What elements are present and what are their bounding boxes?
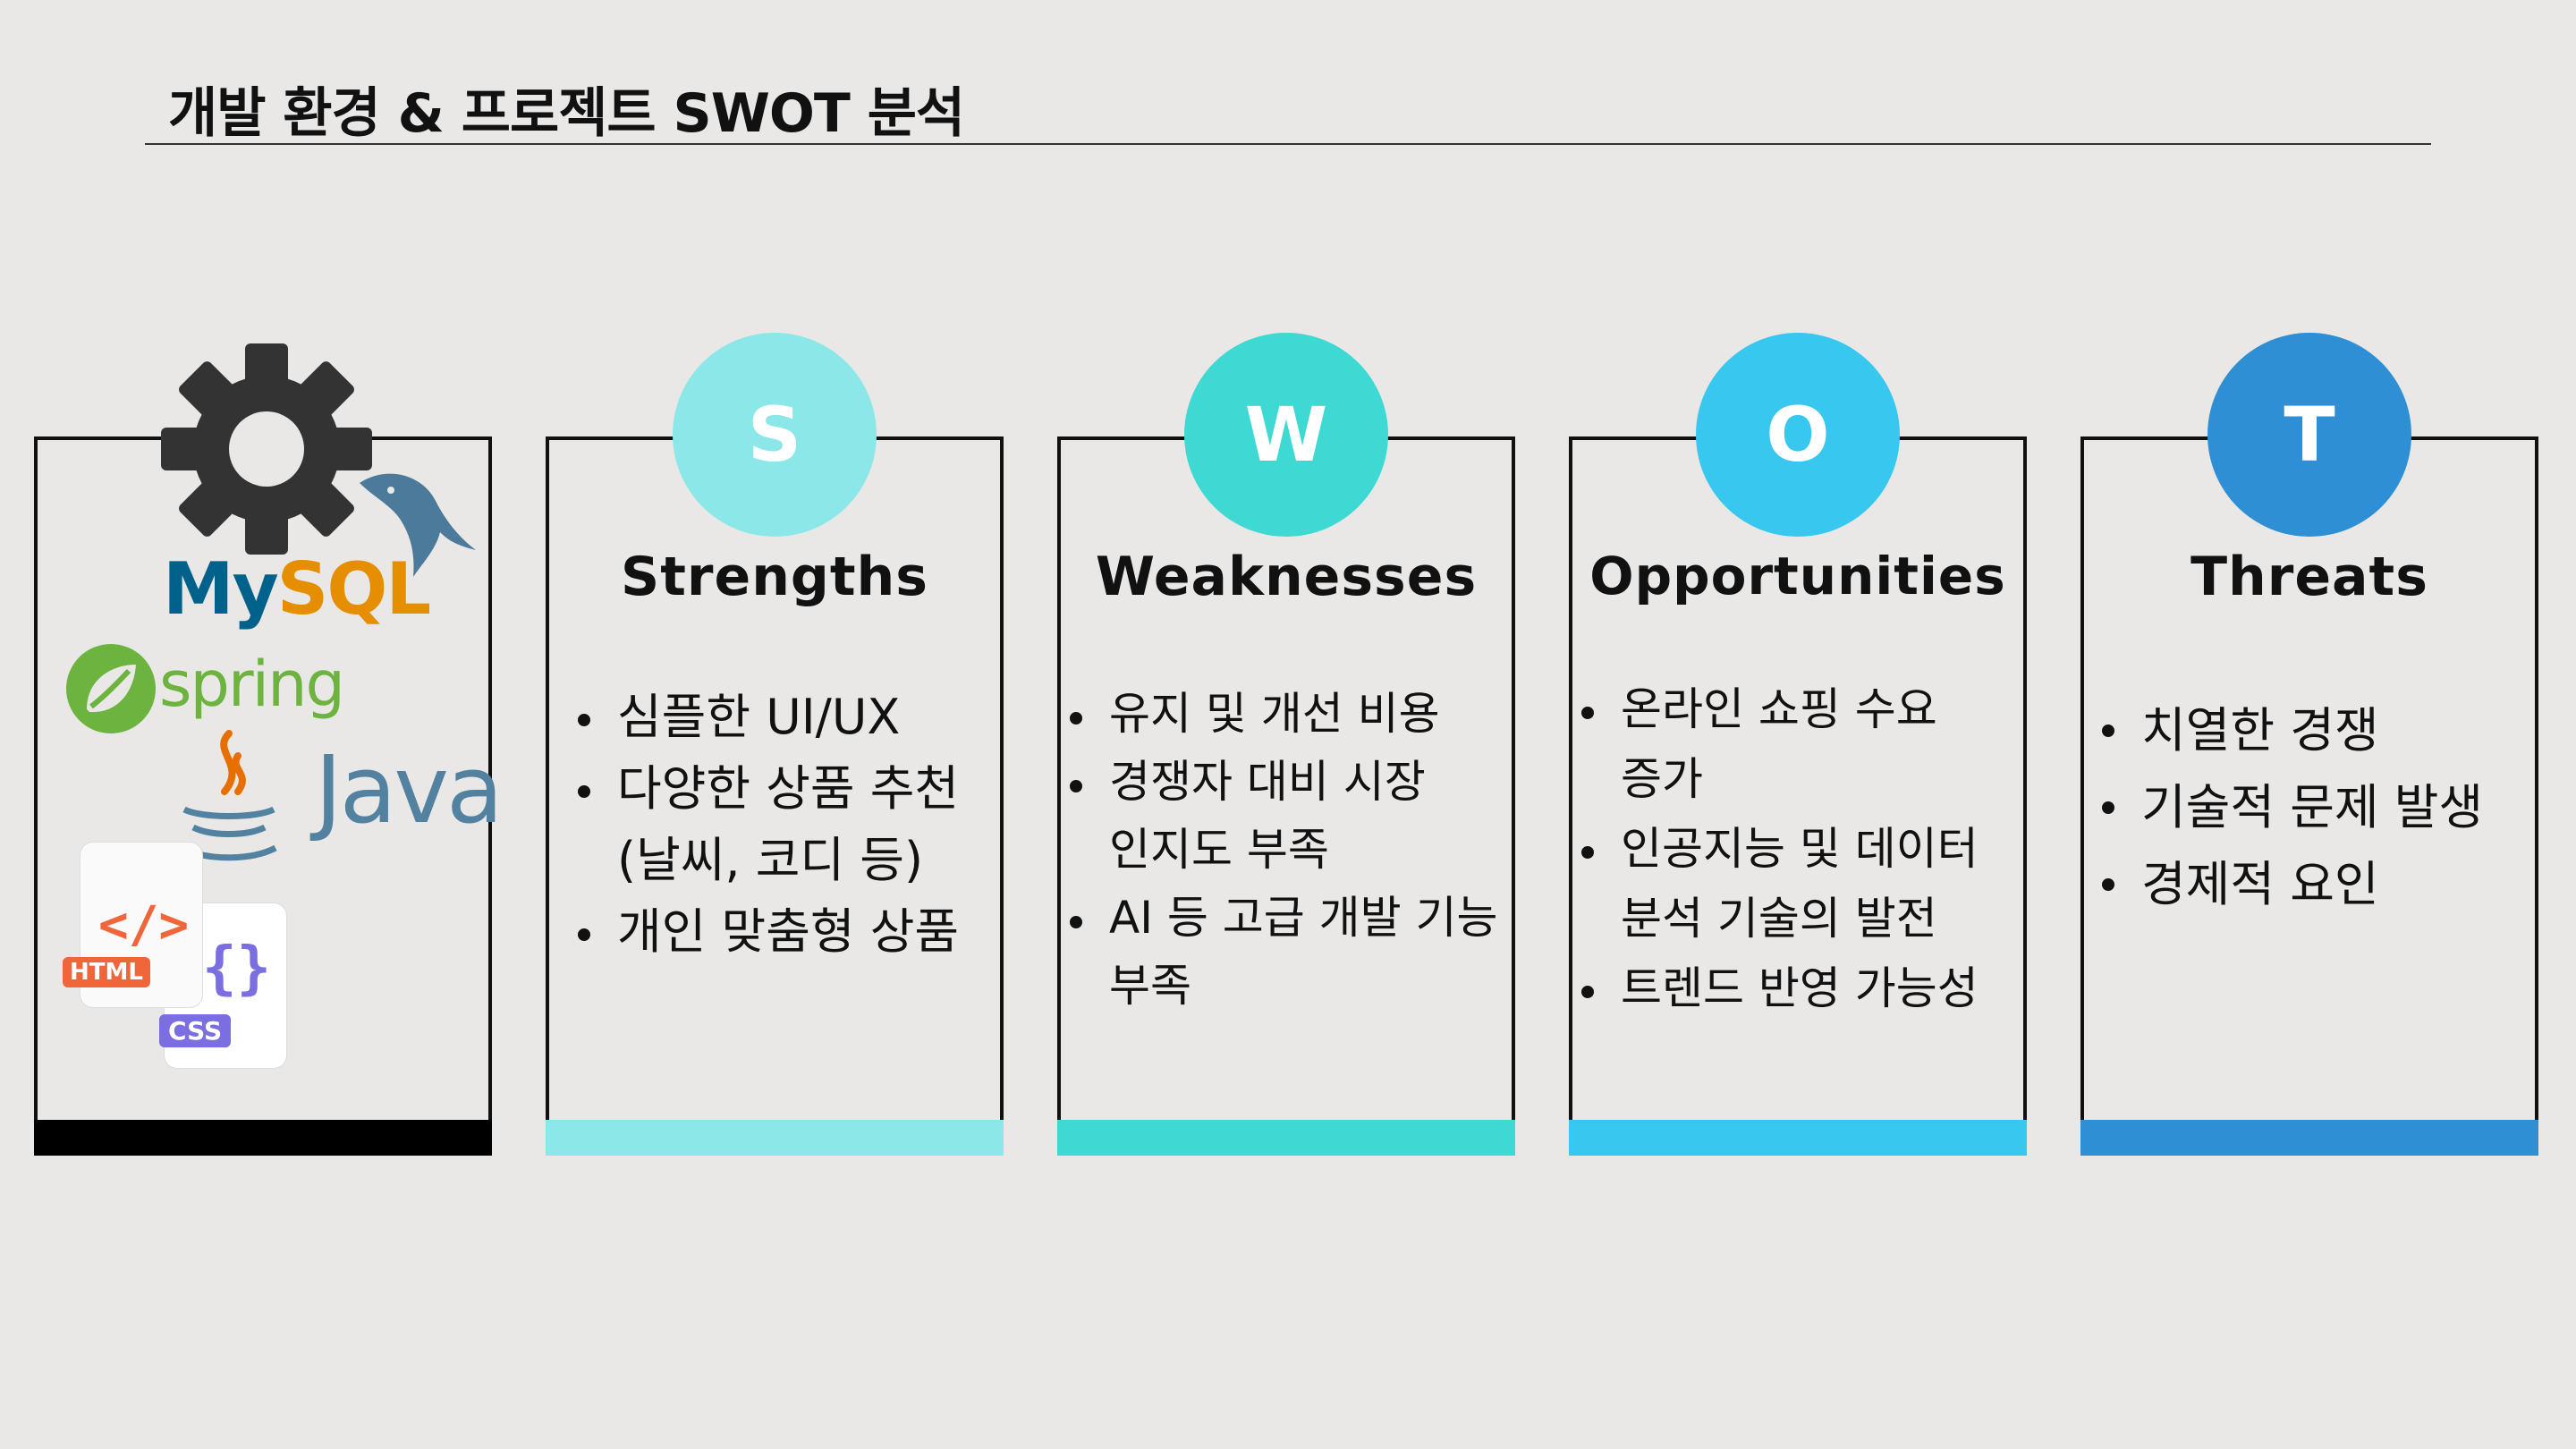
- css-file-icon: {} CSS: [159, 903, 286, 1068]
- list-item: 온라인 쇼핑 수요 증가: [1578, 674, 2025, 814]
- weaknesses-heading: Weaknesses: [1095, 546, 1478, 608]
- threats-list: 치열한 경쟁 기술적 문제 발생 경제적 요인: [2098, 692, 2546, 923]
- weaknesses-letter-circle: W: [1184, 333, 1388, 537]
- java-logo-text: Java: [315, 735, 504, 844]
- opportunities-letter-circle: O: [1696, 333, 1900, 537]
- threats-letter-circle: T: [2207, 333, 2411, 537]
- list-item: 경제적 요인: [2098, 846, 2546, 923]
- page-title: 개발 환경 & 프로젝트 SWOT 분석: [168, 82, 965, 145]
- spring-logo-text: spring: [159, 648, 345, 721]
- list-item: AI 등 고급 개발 기능 부족: [1066, 884, 1513, 1020]
- title-divider: [145, 143, 2431, 145]
- mysql-logo-text: MySQL: [163, 547, 431, 631]
- css-badge: CSS: [159, 1014, 232, 1047]
- threats-heading: Threats: [2190, 546, 2428, 608]
- list-item: 치열한 경쟁: [2098, 692, 2546, 769]
- spring-leaf-icon: [66, 644, 156, 733]
- list-item: 경쟁자 대비 시장 인지도 부족: [1066, 748, 1513, 884]
- opportunities-heading: Opportunities: [1589, 546, 2006, 606]
- weaknesses-list: 유지 및 개선 비용 경쟁자 대비 시장 인지도 부족 AI 등 고급 개발 기…: [1066, 680, 1513, 1020]
- css-braces-icon: {}: [202, 936, 272, 1002]
- list-item: 트렌드 반영 가능성: [1578, 953, 2025, 1023]
- list-item: 인공지능 및 데이터 분석 기술의 발전: [1578, 814, 2025, 953]
- strengths-letter-circle: S: [673, 333, 877, 537]
- tech-card-bar: [34, 1120, 492, 1156]
- html-file-icon: </> HTML: [63, 843, 202, 1007]
- mysql-dolphin-icon: [360, 473, 476, 577]
- threats-bar: [2080, 1120, 2538, 1156]
- strengths-bar: [546, 1120, 1004, 1156]
- html-code-icon: </>: [98, 896, 190, 954]
- strengths-heading: Strengths: [621, 546, 928, 608]
- list-item: 유지 및 개선 비용: [1066, 680, 1513, 748]
- mysql-logo-label: MySQL: [163, 547, 431, 631]
- tech-stack-card: [34, 436, 492, 1156]
- list-item: 다양한 상품 추천 (날씨, 코디 등): [574, 753, 1021, 896]
- list-item: 기술적 문제 발생: [2098, 769, 2546, 846]
- gear-icon: [161, 343, 372, 555]
- opportunities-bar: [1569, 1120, 2027, 1156]
- weaknesses-bar: [1057, 1120, 1515, 1156]
- strengths-list: 심플한 UI/UX 다양한 상품 추천 (날씨, 코디 등) 개인 맞춤형 상품: [574, 682, 1021, 968]
- opportunities-list: 온라인 쇼핑 수요 증가 인공지능 및 데이터 분석 기술의 발전 트렌드 반영…: [1578, 674, 2025, 1023]
- html-badge: HTML: [63, 957, 150, 987]
- list-item: 심플한 UI/UX: [574, 682, 1021, 753]
- list-item: 개인 맞춤형 상품: [574, 896, 1021, 968]
